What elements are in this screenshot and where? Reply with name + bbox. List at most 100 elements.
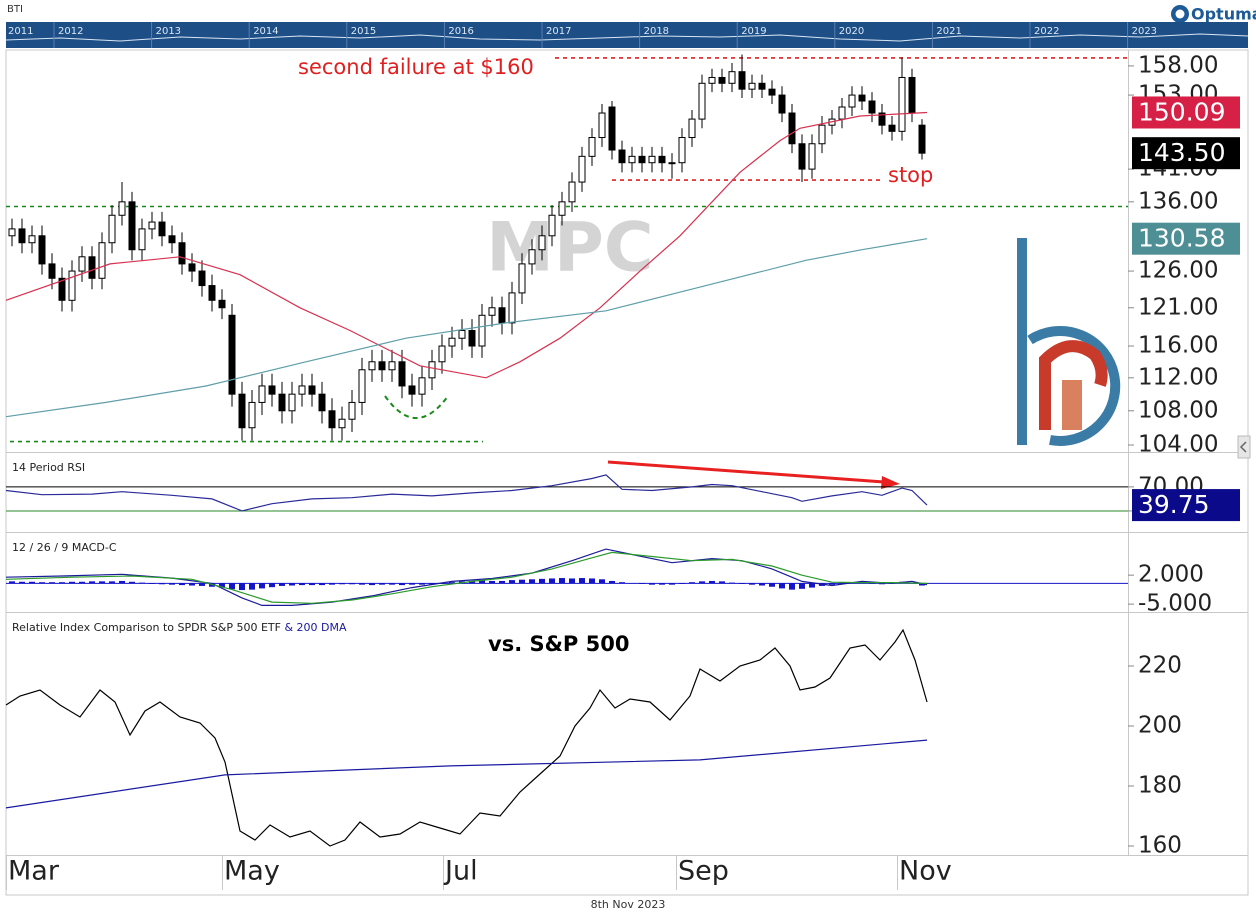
histogram-bar xyxy=(489,580,495,584)
pane-title-text: 14 Period RSI xyxy=(12,461,85,474)
histogram-bar xyxy=(499,580,505,584)
histogram-bar xyxy=(249,583,255,590)
candle-body xyxy=(288,393,296,412)
histogram-bar xyxy=(279,583,285,586)
candle-body xyxy=(18,228,26,244)
footer-date: 8th Nov 2023 xyxy=(591,898,666,911)
candle-body xyxy=(38,235,46,265)
navigator-year: 2015 xyxy=(351,26,376,37)
y-tick-label: 126.00 xyxy=(1138,258,1218,284)
histogram-bar xyxy=(549,578,555,584)
value-label-box xyxy=(1132,222,1240,255)
pane: Relative Index Comparison to SPDR S&P 50… xyxy=(5,621,1182,855)
candle-body xyxy=(98,242,106,279)
x-tick-label: Jul xyxy=(443,856,478,887)
scroll-button[interactable] xyxy=(1237,435,1251,459)
candle-body xyxy=(518,263,526,294)
histogram-bar xyxy=(49,582,55,584)
candle-body xyxy=(458,330,466,339)
histogram-bar xyxy=(169,583,175,585)
y-tick-label: 158.00 xyxy=(1138,52,1218,78)
y-tick-label: 180 xyxy=(1138,773,1182,799)
navigator-year: 2018 xyxy=(644,26,669,37)
histogram-bar xyxy=(119,580,125,584)
candle-body xyxy=(378,361,386,371)
histogram-bar xyxy=(19,581,25,584)
candle-body xyxy=(318,393,326,412)
candle-body xyxy=(538,235,546,251)
candle-body xyxy=(808,143,816,170)
candle-body xyxy=(598,112,606,139)
candle-body xyxy=(728,71,736,84)
candle-body xyxy=(588,137,596,157)
candle-body xyxy=(258,385,266,403)
histogram-bar xyxy=(559,578,565,584)
annotation: vs. S&P 500 xyxy=(488,632,629,656)
candle-body xyxy=(418,377,426,395)
annotation-arrow xyxy=(607,460,885,484)
x-tick-label: May xyxy=(224,856,280,887)
brand-name: Optuma xyxy=(1191,5,1256,24)
x-tick-label: Sep xyxy=(678,856,729,887)
candle-body xyxy=(738,71,746,90)
watermark: MPC xyxy=(486,209,653,288)
pane-title-note: & 200 DMA xyxy=(284,621,347,634)
histogram-bar xyxy=(319,583,325,586)
histogram-bar xyxy=(519,579,525,584)
histogram-bar xyxy=(569,578,575,584)
candle-body xyxy=(158,221,166,237)
logo-inner xyxy=(1039,340,1108,430)
histogram-bar xyxy=(29,581,35,584)
candle-body xyxy=(308,385,316,395)
candle-body xyxy=(818,124,826,145)
histogram-bar xyxy=(429,583,435,585)
navigator-year: 2012 xyxy=(58,26,83,37)
value-label-box xyxy=(1132,96,1240,129)
candle-body xyxy=(298,385,306,395)
histogram-bar xyxy=(199,583,205,586)
navigator-year: 2011 xyxy=(8,26,33,37)
y-tick-label: 121.00 xyxy=(1138,294,1218,320)
candle-body xyxy=(848,94,856,108)
histogram-bar xyxy=(529,579,535,584)
y-tick-label: -5.000 xyxy=(1138,591,1212,617)
candle-body xyxy=(708,76,716,84)
navigator-years: 2011 2012 2013 2014 2015 2016 2017 2018 2019 2020… xyxy=(8,22,1157,48)
candle-body xyxy=(608,106,616,151)
value-label: 130.58 xyxy=(1138,224,1225,253)
series-line xyxy=(5,238,928,418)
navigator-year: 2017 xyxy=(546,26,571,37)
histogram-bar xyxy=(659,583,665,585)
histogram-bar xyxy=(89,581,95,584)
histogram-bar xyxy=(209,583,215,587)
candle-body xyxy=(118,201,126,216)
candle-body xyxy=(438,345,446,363)
candle-body xyxy=(628,155,636,164)
pane-title-text: Relative Index Comparison to SPDR S&P 50… xyxy=(12,621,281,634)
candle-body xyxy=(888,124,896,132)
histogram-bar xyxy=(829,583,835,585)
navigator-year: 2021 xyxy=(936,26,961,37)
series-line xyxy=(5,551,928,604)
histogram-bar xyxy=(449,582,455,584)
symbol: BTI xyxy=(7,4,23,15)
annotation-arc xyxy=(384,395,449,419)
candle-body xyxy=(48,263,56,279)
candle-body xyxy=(348,401,356,420)
candle-body xyxy=(558,201,566,216)
candle-body xyxy=(768,88,776,96)
histogram-bar xyxy=(679,583,685,584)
navigator-year: 2022 xyxy=(1034,26,1059,37)
histogram-bar xyxy=(639,583,645,584)
annotation: stop xyxy=(888,163,933,187)
pane-title: 12 / 26 / 9 MACD-C xyxy=(12,541,117,554)
histogram-bar xyxy=(619,582,625,584)
candle-body xyxy=(408,385,416,395)
candle-body xyxy=(278,393,286,412)
histogram-bar xyxy=(469,580,475,584)
candle-body xyxy=(328,410,336,429)
histogram-bar xyxy=(239,583,245,591)
candle-body xyxy=(858,94,866,102)
candle-body xyxy=(908,76,916,114)
